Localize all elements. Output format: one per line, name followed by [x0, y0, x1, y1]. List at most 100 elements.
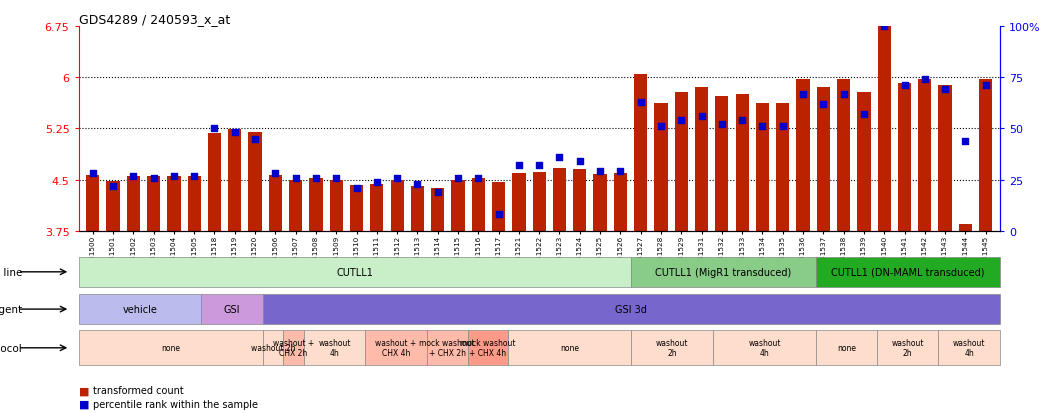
Point: [673, 118, 690, 124]
Text: none: none: [560, 344, 579, 352]
Point: [206, 126, 223, 132]
Bar: [492, 182, 506, 231]
Bar: [309, 179, 322, 231]
Text: washout
4h: washout 4h: [318, 338, 351, 358]
Text: CUTLL1 (DN-MAML transduced): CUTLL1 (DN-MAML transduced): [831, 267, 984, 277]
Point: [247, 136, 264, 142]
Point: [328, 175, 344, 181]
Text: washout
4h: washout 4h: [953, 338, 985, 358]
Point: [226, 130, 243, 136]
Text: washout
4h: washout 4h: [749, 338, 781, 358]
Point: [977, 83, 994, 90]
Bar: [736, 95, 749, 231]
Point: [775, 124, 792, 131]
Bar: [573, 170, 586, 231]
Bar: [187, 177, 201, 231]
Bar: [410, 187, 424, 231]
Point: [349, 185, 365, 192]
Point: [531, 163, 548, 169]
Point: [267, 171, 284, 177]
Point: [572, 159, 588, 165]
Bar: [756, 104, 770, 231]
Point: [388, 175, 405, 181]
Point: [815, 101, 831, 108]
Text: none: none: [161, 344, 180, 352]
Point: [876, 24, 893, 30]
Bar: [898, 83, 911, 231]
Text: none: none: [837, 344, 855, 352]
Text: GDS4289 / 240593_x_at: GDS4289 / 240593_x_at: [79, 13, 229, 26]
Bar: [391, 180, 404, 231]
Point: [369, 179, 385, 185]
Point: [896, 83, 913, 90]
Point: [470, 175, 487, 181]
Text: percentile rank within the sample: percentile rank within the sample: [93, 399, 259, 409]
Point: [429, 189, 446, 196]
Text: washout +
CHX 4h: washout + CHX 4h: [375, 338, 417, 358]
Point: [713, 122, 730, 128]
Bar: [512, 173, 526, 231]
Text: GSI 3d: GSI 3d: [616, 304, 647, 314]
Bar: [979, 79, 993, 231]
Point: [105, 183, 121, 190]
Bar: [208, 134, 221, 231]
Bar: [350, 185, 363, 231]
Text: ■: ■: [79, 399, 89, 409]
Bar: [837, 79, 850, 231]
Text: GSI: GSI: [224, 304, 241, 314]
Point: [551, 154, 567, 161]
Point: [795, 91, 811, 97]
Text: washout +
CHX 2h: washout + CHX 2h: [273, 338, 314, 358]
Point: [632, 99, 649, 106]
Bar: [228, 130, 242, 231]
Bar: [168, 177, 180, 231]
Bar: [877, 27, 891, 231]
Text: ■: ■: [79, 385, 89, 395]
Text: vehicle: vehicle: [122, 304, 157, 314]
Point: [957, 138, 974, 145]
Point: [937, 87, 954, 93]
Point: [490, 211, 507, 218]
Point: [754, 124, 771, 131]
Point: [652, 124, 669, 131]
Text: transformed count: transformed count: [93, 385, 184, 395]
Point: [693, 114, 710, 120]
Text: washout 2h: washout 2h: [251, 344, 295, 352]
Bar: [817, 88, 830, 231]
Bar: [654, 104, 668, 231]
Point: [308, 175, 325, 181]
Point: [146, 175, 162, 181]
Bar: [107, 182, 119, 231]
Bar: [86, 176, 99, 231]
Point: [612, 169, 629, 175]
Bar: [269, 176, 282, 231]
Point: [85, 171, 102, 177]
Point: [287, 175, 304, 181]
Bar: [371, 184, 383, 231]
Text: washout
2h: washout 2h: [891, 338, 925, 358]
Bar: [147, 176, 160, 231]
Text: mock washout
+ CHX 4h: mock washout + CHX 4h: [461, 338, 516, 358]
Text: agent: agent: [0, 304, 22, 314]
Text: protocol: protocol: [0, 343, 22, 353]
Point: [409, 181, 426, 188]
Bar: [938, 86, 952, 231]
Bar: [918, 79, 932, 231]
Bar: [715, 97, 729, 231]
Bar: [797, 79, 809, 231]
Bar: [634, 74, 647, 231]
Bar: [594, 175, 606, 231]
Bar: [614, 174, 627, 231]
Point: [511, 163, 528, 169]
Bar: [431, 188, 444, 231]
Bar: [959, 225, 972, 231]
Bar: [248, 133, 262, 231]
Bar: [127, 176, 140, 231]
Point: [185, 173, 202, 179]
Text: CUTLL1 (MigR1 transduced): CUTLL1 (MigR1 transduced): [655, 267, 792, 277]
Bar: [695, 88, 708, 231]
Text: mock washout
+ CHX 2h: mock washout + CHX 2h: [419, 338, 475, 358]
Text: cell line: cell line: [0, 267, 22, 277]
Point: [916, 77, 933, 83]
Text: CUTLL1: CUTLL1: [336, 267, 374, 277]
